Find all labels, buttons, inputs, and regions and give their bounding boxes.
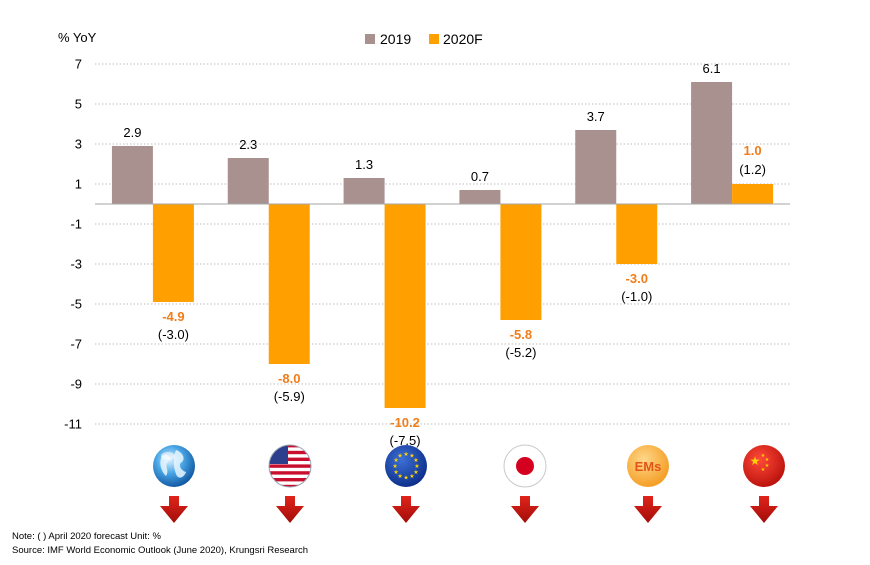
bar-2019-japan [459, 190, 501, 204]
source-line: Source: IMF World Economic Outlook (June… [12, 545, 309, 556]
svg-text:★: ★ [414, 463, 419, 470]
bar-2020F-world [152, 204, 194, 302]
data-label-april-forecast: (-3.0) [158, 327, 189, 342]
data-label-2020F: -8.0 [278, 371, 300, 386]
svg-text:★: ★ [409, 453, 414, 460]
data-label-2019: 2.3 [239, 137, 257, 152]
down-arrow-icon [750, 496, 778, 523]
ems-badge-text: EMs [635, 459, 662, 474]
japan-flag-icon [503, 444, 547, 488]
y-axis-label: % YoY [58, 30, 97, 45]
data-label-2019: 2.9 [123, 125, 141, 140]
y-tick-label: -11 [64, 417, 82, 432]
down-arrow-icon [160, 496, 188, 523]
data-label-april-forecast: (-1.0) [621, 289, 652, 304]
svg-text:★: ★ [765, 457, 770, 463]
ems-badge-icon: EMs [627, 445, 669, 487]
data-label-april-forecast: (-5.9) [274, 389, 305, 404]
down-arrow-icon [392, 496, 420, 523]
bar-2020F-ems [616, 204, 658, 264]
svg-text:★: ★ [413, 457, 418, 464]
down-arrow-icon [634, 496, 662, 523]
svg-text:★: ★ [761, 453, 766, 459]
data-label-april-forecast: (1.2) [739, 162, 766, 177]
note-line: Note: ( ) April 2020 forecast Unit: % [12, 531, 161, 542]
svg-text:★: ★ [403, 451, 408, 458]
y-tick-label: -9 [70, 377, 82, 392]
down-arrows [160, 496, 778, 523]
svg-text:★: ★ [393, 457, 398, 464]
svg-text:★: ★ [393, 469, 398, 476]
bar-2019-ems [575, 130, 617, 204]
svg-text:★: ★ [392, 463, 397, 470]
bar-2019-world [111, 146, 153, 204]
us-flag-icon [268, 444, 312, 488]
data-label-2019: 1.3 [355, 157, 373, 172]
svg-text:★: ★ [397, 473, 402, 480]
data-label-2019: 3.7 [587, 109, 605, 124]
data-label-2020F: -5.8 [510, 327, 532, 342]
bar-2019-china [691, 82, 733, 204]
y-tick-label: 7 [75, 57, 82, 72]
bar-2020F-china [732, 184, 774, 204]
y-tick-label: 1 [75, 177, 82, 192]
chart-notes: Note: ( ) April 2020 forecast Unit: % So… [12, 530, 308, 558]
svg-text:★: ★ [413, 469, 418, 476]
data-label-2020F: -10.2 [390, 415, 420, 430]
bar-2020F-japan [500, 204, 542, 320]
svg-text:★: ★ [765, 463, 770, 469]
y-tick-label: -1 [70, 217, 82, 232]
down-arrow-icon [511, 496, 539, 523]
data-label-2020F: 1.0 [744, 143, 762, 158]
y-tick-label: 5 [75, 97, 82, 112]
y-tick-label: -7 [70, 337, 82, 352]
legend: 2019 2020F [365, 31, 483, 47]
data-label-2019: 6.1 [703, 61, 721, 76]
legend-swatch-2020F [429, 34, 439, 44]
bars [111, 82, 774, 408]
svg-text:★: ★ [761, 467, 766, 473]
bar-2020F-eurozone [384, 204, 426, 408]
y-axis-ticks: 7 5 3 1 -1 -3 -5 -7 -9 -11 [64, 57, 82, 432]
data-labels: 2.9 -4.9 (-3.0) 2.3 -8.0 (-5.9) 1.3 -10.2 (-7.5)… [123, 61, 766, 448]
bar-2019-eurozone [343, 178, 385, 204]
eu-flag-icon: ★ ★★ ★★★ ★★★ ★★★ [385, 445, 427, 487]
svg-text:★: ★ [750, 454, 761, 468]
gridlines [95, 63, 790, 425]
bar-2019-us [227, 158, 269, 204]
bar-2020F-us [268, 204, 310, 364]
svg-text:★: ★ [409, 473, 414, 480]
data-label-2020F: -3.0 [626, 271, 648, 286]
svg-text:★: ★ [397, 453, 402, 460]
y-tick-label: 3 [75, 137, 82, 152]
data-label-april-forecast: (-5.2) [505, 345, 536, 360]
y-tick-label: -3 [70, 257, 82, 272]
china-flag-icon: ★ ★ ★ ★ ★ [743, 445, 785, 487]
data-label-2020F: -4.9 [162, 309, 184, 324]
legend-label-2020F: 2020F [443, 31, 483, 47]
data-label-april-forecast: (-7.5) [390, 433, 421, 448]
down-arrow-icon [276, 496, 304, 523]
globe-icon [153, 445, 195, 487]
y-tick-label: -5 [70, 297, 82, 312]
legend-swatch-2019 [365, 34, 375, 44]
legend-label-2019: 2019 [380, 31, 411, 47]
svg-text:★: ★ [403, 475, 408, 482]
data-label-2019: 0.7 [471, 169, 489, 184]
chart: 7 5 3 1 -1 -3 -5 -7 -9 -11 % YoY 2019 2020F 2.9 -4… [58, 30, 790, 523]
